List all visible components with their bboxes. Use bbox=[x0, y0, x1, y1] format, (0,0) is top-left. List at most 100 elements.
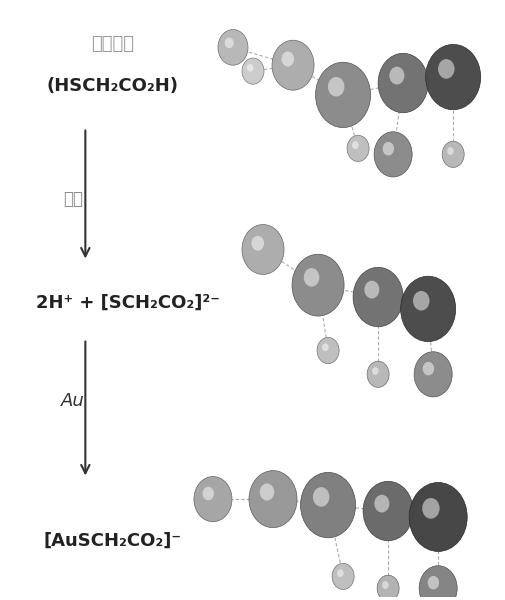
Circle shape bbox=[400, 80, 405, 86]
Circle shape bbox=[445, 69, 459, 85]
Circle shape bbox=[377, 577, 397, 600]
Circle shape bbox=[316, 491, 339, 519]
Circle shape bbox=[386, 147, 398, 162]
Circle shape bbox=[202, 487, 214, 500]
Circle shape bbox=[433, 583, 442, 594]
Circle shape bbox=[332, 565, 352, 589]
Circle shape bbox=[250, 473, 294, 525]
Circle shape bbox=[201, 486, 224, 512]
Circle shape bbox=[430, 508, 444, 526]
Circle shape bbox=[210, 496, 216, 503]
Circle shape bbox=[282, 53, 303, 77]
Circle shape bbox=[255, 478, 290, 521]
Circle shape bbox=[448, 150, 456, 159]
Circle shape bbox=[436, 58, 468, 96]
Circle shape bbox=[224, 37, 241, 58]
Circle shape bbox=[324, 73, 361, 117]
Circle shape bbox=[366, 361, 388, 388]
Circle shape bbox=[418, 358, 446, 391]
Circle shape bbox=[302, 475, 352, 535]
Circle shape bbox=[448, 71, 457, 83]
Circle shape bbox=[327, 349, 328, 352]
Circle shape bbox=[303, 268, 319, 287]
Circle shape bbox=[369, 364, 386, 384]
Circle shape bbox=[347, 136, 368, 160]
Circle shape bbox=[205, 490, 221, 509]
Circle shape bbox=[373, 369, 382, 380]
Circle shape bbox=[382, 142, 393, 155]
Circle shape bbox=[252, 237, 273, 262]
Circle shape bbox=[376, 373, 378, 376]
Circle shape bbox=[423, 571, 451, 600]
Circle shape bbox=[346, 136, 368, 161]
Circle shape bbox=[369, 287, 386, 307]
Circle shape bbox=[267, 492, 278, 506]
Circle shape bbox=[381, 503, 393, 518]
Circle shape bbox=[287, 59, 298, 71]
Circle shape bbox=[320, 342, 335, 359]
Circle shape bbox=[337, 570, 348, 583]
Circle shape bbox=[289, 61, 296, 70]
Circle shape bbox=[331, 81, 354, 109]
Circle shape bbox=[273, 43, 312, 88]
Circle shape bbox=[418, 566, 457, 600]
Circle shape bbox=[203, 488, 222, 511]
Circle shape bbox=[423, 304, 432, 314]
Circle shape bbox=[446, 147, 453, 155]
Circle shape bbox=[427, 576, 438, 589]
Circle shape bbox=[428, 368, 437, 380]
Circle shape bbox=[220, 32, 245, 62]
Circle shape bbox=[250, 235, 275, 264]
Circle shape bbox=[429, 579, 445, 598]
Circle shape bbox=[318, 494, 336, 516]
Circle shape bbox=[322, 344, 333, 357]
Text: 水解: 水解 bbox=[63, 190, 83, 208]
Circle shape bbox=[251, 236, 264, 251]
Circle shape bbox=[426, 367, 439, 382]
Circle shape bbox=[247, 65, 258, 77]
Circle shape bbox=[367, 284, 388, 310]
Circle shape bbox=[352, 142, 363, 155]
Circle shape bbox=[293, 257, 341, 313]
Circle shape bbox=[411, 290, 443, 328]
Circle shape bbox=[384, 145, 400, 164]
Circle shape bbox=[309, 275, 326, 295]
Circle shape bbox=[340, 92, 345, 98]
Circle shape bbox=[318, 340, 336, 361]
Circle shape bbox=[311, 277, 324, 293]
Circle shape bbox=[259, 484, 274, 500]
Circle shape bbox=[385, 509, 389, 514]
Circle shape bbox=[340, 573, 345, 580]
Circle shape bbox=[317, 337, 338, 364]
Circle shape bbox=[398, 78, 407, 88]
Circle shape bbox=[338, 571, 347, 582]
Circle shape bbox=[365, 282, 390, 312]
Circle shape bbox=[351, 141, 358, 149]
Circle shape bbox=[391, 152, 394, 156]
Circle shape bbox=[435, 514, 440, 520]
Circle shape bbox=[352, 268, 402, 327]
Circle shape bbox=[325, 502, 330, 508]
Circle shape bbox=[375, 295, 379, 299]
Circle shape bbox=[434, 55, 471, 99]
Circle shape bbox=[254, 239, 271, 260]
Circle shape bbox=[425, 573, 450, 600]
Circle shape bbox=[379, 56, 425, 110]
Circle shape bbox=[198, 482, 227, 516]
Circle shape bbox=[381, 581, 394, 596]
Circle shape bbox=[245, 229, 280, 270]
Circle shape bbox=[265, 490, 280, 509]
Circle shape bbox=[334, 566, 350, 586]
Circle shape bbox=[248, 470, 296, 527]
Circle shape bbox=[195, 478, 230, 520]
Circle shape bbox=[321, 343, 334, 358]
Circle shape bbox=[248, 233, 276, 266]
Circle shape bbox=[386, 587, 388, 589]
Circle shape bbox=[396, 76, 409, 91]
Circle shape bbox=[378, 577, 396, 599]
Circle shape bbox=[312, 486, 343, 524]
Circle shape bbox=[302, 267, 333, 303]
Circle shape bbox=[394, 73, 411, 93]
Circle shape bbox=[329, 79, 356, 111]
Circle shape bbox=[441, 64, 464, 91]
